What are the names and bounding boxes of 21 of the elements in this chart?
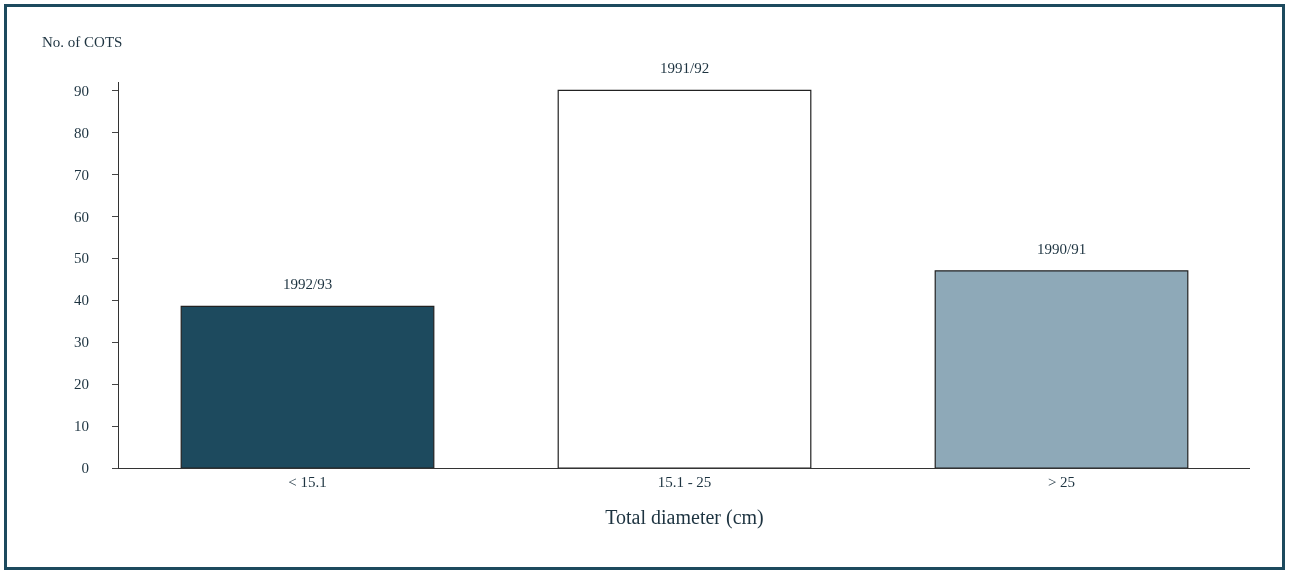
bar xyxy=(180,305,435,468)
bar xyxy=(557,89,812,468)
annotation: 1991/92 xyxy=(660,60,710,76)
x-tick-label: > 25 xyxy=(1047,474,1076,490)
y-tick-label: 0 xyxy=(81,460,89,477)
y-tick-label: 70 xyxy=(74,166,89,183)
y-tick-label: 30 xyxy=(74,334,89,351)
y-tick-label: 40 xyxy=(74,292,89,309)
y-tick-label: 20 xyxy=(74,376,89,393)
y-tick-label: 80 xyxy=(74,124,89,141)
y-tick-label: 50 xyxy=(74,250,89,267)
annotation: 1990/91 xyxy=(1037,241,1087,257)
annotation: 1992/93 xyxy=(283,276,333,292)
x-tick-label: 15.1 - 25 xyxy=(657,474,712,490)
x-tick-label: < 15.1 xyxy=(288,474,327,490)
y-tick-label: 10 xyxy=(74,418,89,435)
y-tick-label: 90 xyxy=(74,82,89,99)
x-axis-title: Total diameter (cm) xyxy=(605,505,764,529)
y-tick-label: 60 xyxy=(74,208,89,225)
y-axis-title: No. of COTS xyxy=(42,34,123,50)
bar xyxy=(934,270,1189,468)
